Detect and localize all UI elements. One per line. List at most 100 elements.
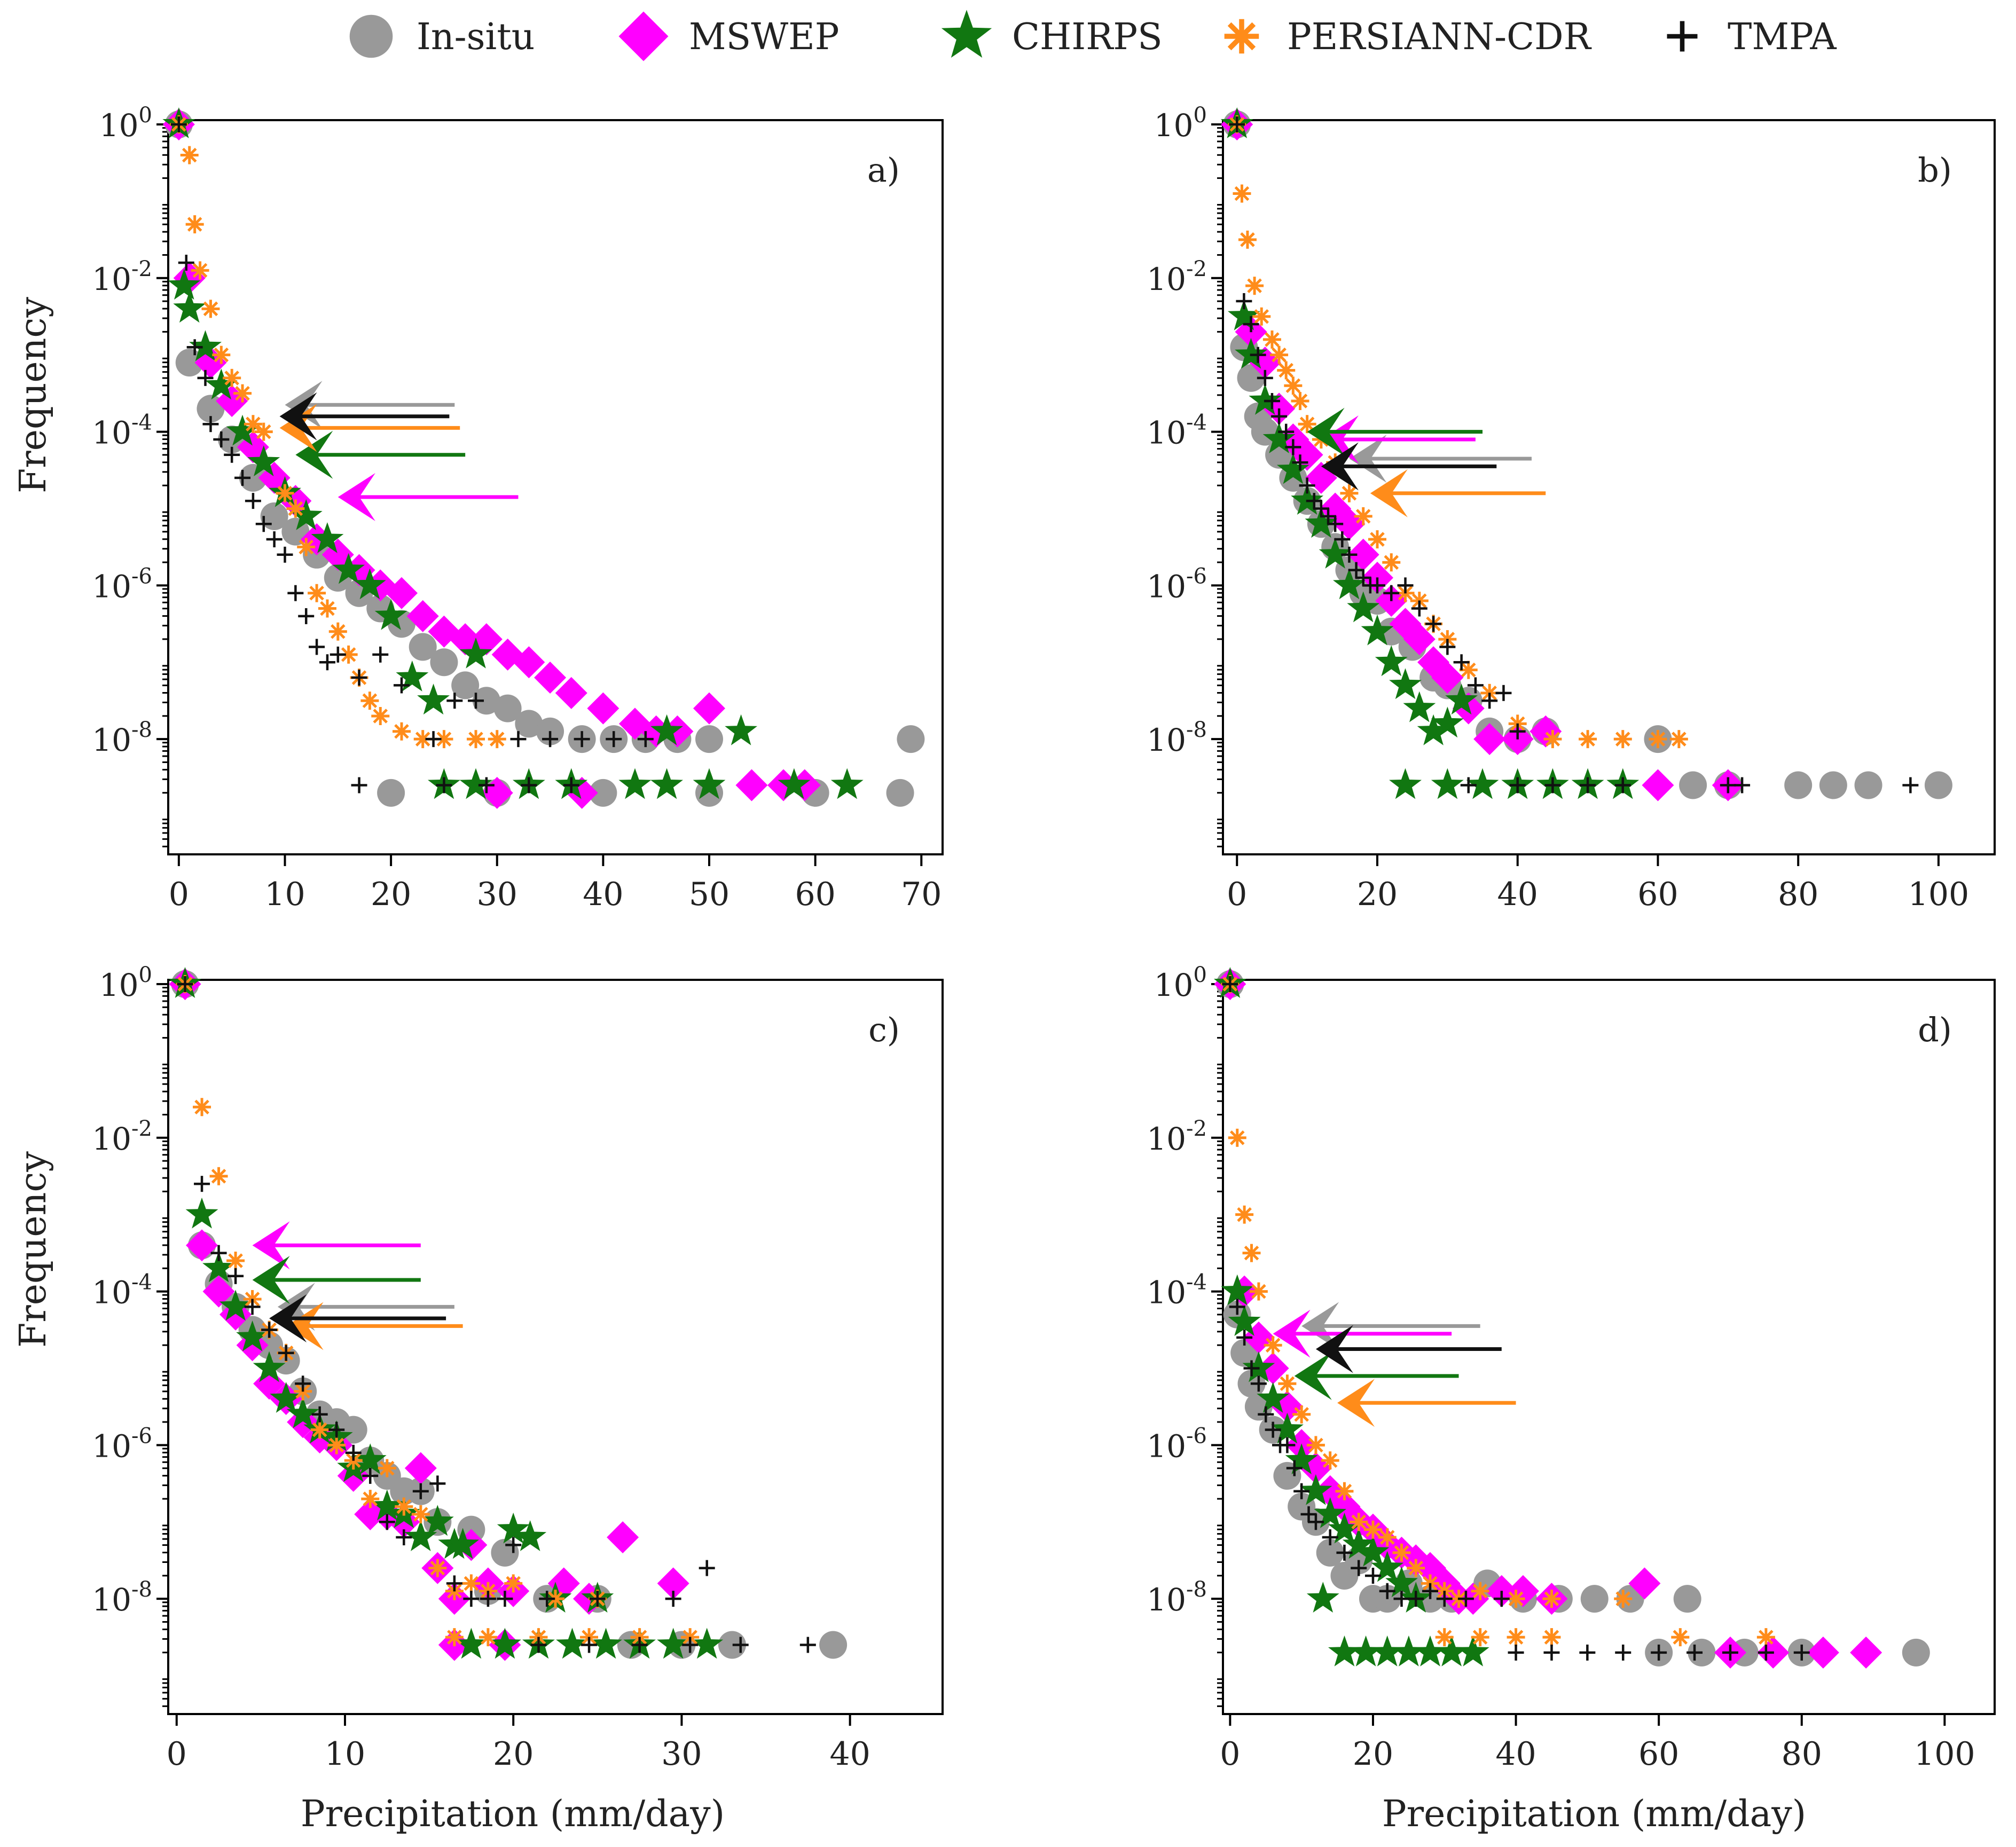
point-tmpa xyxy=(1285,439,1301,455)
point-in-situ xyxy=(1316,1538,1344,1567)
point-tmpa xyxy=(1493,1591,1510,1607)
arrow-in-situ xyxy=(285,381,455,429)
point-tmpa xyxy=(799,1637,816,1653)
point-persiann-cdr xyxy=(1233,184,1251,203)
point-chirps xyxy=(1361,614,1394,646)
point-tmpa xyxy=(682,1637,699,1653)
point-tmpa xyxy=(1481,693,1498,709)
point-persiann-cdr xyxy=(428,1559,447,1577)
point-chirps xyxy=(725,714,757,745)
point-in-situ xyxy=(430,648,458,677)
point-tmpa xyxy=(244,1299,261,1315)
point-chirps xyxy=(1350,1635,1382,1667)
point-persiann-cdr xyxy=(226,1252,245,1270)
y-tick-label: 10-4 xyxy=(92,411,152,451)
point-persiann-cdr xyxy=(1363,1520,1382,1539)
point-in-situ xyxy=(718,1631,746,1659)
point-chirps xyxy=(1276,453,1309,484)
panel-2: 0 10 20 30 40 100 10-2 10-4 10-6 10-8 c) xyxy=(92,963,944,1773)
arrow-in-situ xyxy=(1349,434,1532,483)
y-axis-label-bottom: Frequency xyxy=(12,1151,54,1348)
y-tick-label: 10-2 xyxy=(92,257,152,297)
point-chirps xyxy=(189,330,222,361)
point-in-situ xyxy=(409,633,437,661)
point-tmpa xyxy=(412,1483,429,1499)
point-chirps xyxy=(1328,1512,1361,1544)
point-tmpa xyxy=(170,116,187,132)
point-tmpa xyxy=(542,731,559,748)
point-persiann-cdr xyxy=(1407,1559,1425,1577)
point-tmpa xyxy=(1614,777,1631,793)
x-tick-label: 60 xyxy=(795,876,835,913)
point-tmpa xyxy=(1508,1644,1524,1661)
point-chirps xyxy=(374,599,407,630)
point-tmpa xyxy=(1327,516,1344,532)
point-persiann-cdr xyxy=(467,730,485,749)
legend-label-in-situ: In-situ xyxy=(417,16,535,58)
point-tmpa xyxy=(1355,569,1371,586)
point-chirps xyxy=(459,637,492,669)
point-chirps xyxy=(1389,768,1422,799)
point-persiann-cdr xyxy=(318,599,336,618)
point-persiann-cdr xyxy=(1306,1436,1325,1455)
point-mswep xyxy=(1628,1567,1661,1600)
legend-label-chirps: CHIRPS xyxy=(1012,16,1163,58)
point-persiann-cdr xyxy=(1354,507,1372,525)
point-tmpa xyxy=(1579,1644,1596,1661)
point-chirps xyxy=(253,1351,286,1382)
point-chirps xyxy=(446,1528,480,1559)
point-tmpa xyxy=(1509,777,1526,793)
point-chirps xyxy=(354,568,386,600)
point-chirps xyxy=(1285,1443,1318,1474)
arrow-tmpa xyxy=(1321,442,1497,491)
point-tmpa xyxy=(1615,1644,1631,1661)
plot-frame xyxy=(1222,119,1996,855)
point-chirps xyxy=(332,553,365,584)
point-tmpa xyxy=(1422,1583,1439,1599)
x-tick-label: 70 xyxy=(901,876,942,913)
point-persiann-cdr xyxy=(1756,1628,1775,1647)
point-persiann-cdr xyxy=(1245,277,1264,295)
point-tmpa xyxy=(732,1637,749,1653)
point-chirps xyxy=(556,1628,589,1659)
y-tick-label: 10-8 xyxy=(1147,1577,1207,1618)
point-chirps xyxy=(1356,1535,1390,1567)
points xyxy=(1213,967,1930,1669)
point-tmpa xyxy=(210,1245,227,1261)
point-tmpa xyxy=(1265,1421,1281,1438)
point-persiann-cdr xyxy=(191,261,209,280)
point-tmpa xyxy=(234,469,251,486)
point-in-situ xyxy=(472,687,500,715)
point-tmpa xyxy=(1236,293,1252,309)
point-tmpa xyxy=(1250,347,1266,363)
point-tmpa xyxy=(1379,1583,1395,1599)
point-chirps xyxy=(1417,714,1450,745)
point-tmpa xyxy=(1364,1567,1381,1584)
points xyxy=(1220,107,1952,801)
legend-label-persiann-cdr: PERSIANN-CDR xyxy=(1287,16,1592,58)
legend-label-mswep: MSWEP xyxy=(689,16,840,58)
point-in-situ xyxy=(451,671,480,699)
point-tmpa xyxy=(631,1637,648,1653)
x-tick-label: 10 xyxy=(325,1735,365,1773)
point-tmpa xyxy=(539,1591,555,1607)
point-chirps xyxy=(459,768,492,799)
point-chirps xyxy=(1319,537,1352,569)
panel-label: a) xyxy=(867,151,900,190)
point-chirps xyxy=(1431,706,1464,738)
x-tick-label: 30 xyxy=(477,876,517,913)
point-tmpa xyxy=(298,608,315,624)
point-in-situ xyxy=(515,710,543,738)
point-tmpa xyxy=(1313,500,1329,517)
point-chirps xyxy=(1242,1351,1275,1382)
point-tmpa xyxy=(1509,723,1526,740)
point-tmpa xyxy=(1439,639,1456,655)
point-tmpa xyxy=(1236,1329,1253,1346)
point-chirps xyxy=(202,1251,235,1283)
arrow-mswep xyxy=(338,473,519,521)
point-mswep xyxy=(186,1229,218,1262)
point-tmpa xyxy=(446,693,463,709)
point-persiann-cdr xyxy=(1335,1482,1354,1500)
point-persiann-cdr xyxy=(286,499,305,518)
